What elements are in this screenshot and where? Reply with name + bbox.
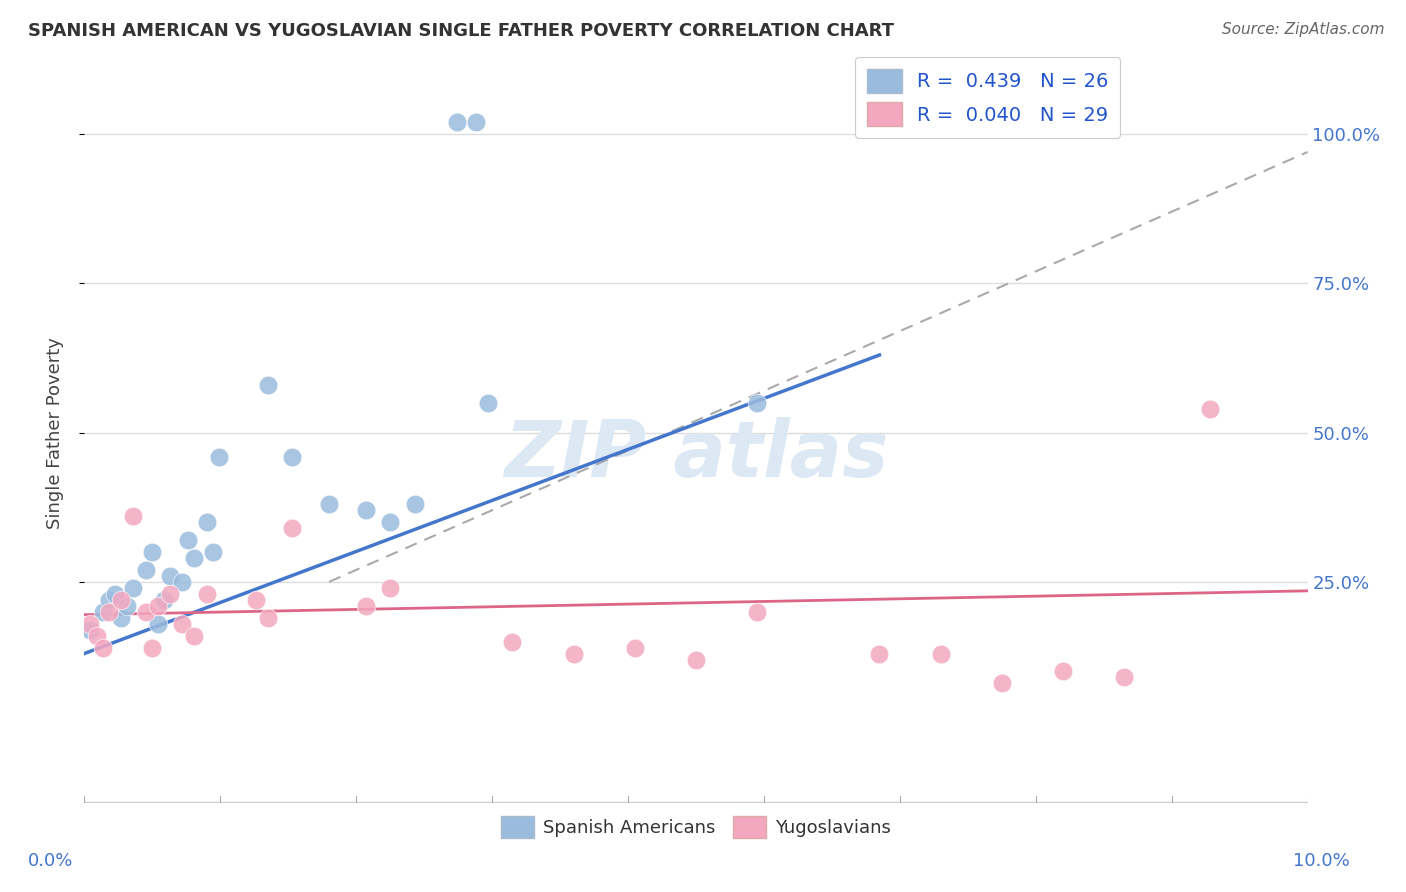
Point [502,634,524,648]
Point [464,115,486,129]
Point [354,599,377,613]
Point [195,515,218,529]
Point [281,521,304,535]
Legend: Spanish Americans, Yugoslavians: Spanish Americans, Yugoslavians [494,809,898,846]
Point [404,497,426,511]
Point [747,605,769,619]
Point [177,533,200,547]
Point [446,115,468,129]
Text: 0.0%: 0.0% [28,852,73,870]
Point [97,605,120,619]
Point [97,592,120,607]
Point [685,652,707,666]
Point [318,497,340,511]
Point [79,616,101,631]
Point [257,611,280,625]
Y-axis label: Single Father Poverty: Single Father Poverty [45,336,63,529]
Point [122,581,145,595]
Point [477,396,499,410]
Point [91,640,114,655]
Point [91,605,114,619]
Point [747,396,769,410]
Point [172,574,194,589]
Point [110,611,132,625]
Point [195,587,218,601]
Text: 10.0%: 10.0% [1294,852,1350,870]
Point [183,629,205,643]
Point [201,545,224,559]
Point [257,377,280,392]
Point [110,592,132,607]
Text: SPANISH AMERICAN VS YUGOSLAVIAN SINGLE FATHER POVERTY CORRELATION CHART: SPANISH AMERICAN VS YUGOSLAVIAN SINGLE F… [28,22,894,40]
Point [135,563,157,577]
Point [380,515,402,529]
Point [624,640,647,655]
Point [183,551,205,566]
Point [562,647,585,661]
Point [1052,665,1074,679]
Point [1114,670,1136,684]
Point [146,616,169,631]
Point [141,545,163,559]
Text: ZIP atlas: ZIP atlas [503,417,889,493]
Point [122,509,145,524]
Point [991,676,1014,690]
Point [172,616,194,631]
Point [281,450,304,464]
Point [153,592,176,607]
Point [146,599,169,613]
Point [141,640,163,655]
Point [86,629,108,643]
Text: Source: ZipAtlas.com: Source: ZipAtlas.com [1222,22,1385,37]
Point [159,569,181,583]
Point [79,623,101,637]
Point [104,587,127,601]
Point [869,647,891,661]
Point [115,599,138,613]
Point [380,581,402,595]
Point [929,647,952,661]
Point [135,605,157,619]
Point [1198,401,1220,416]
Point [159,587,181,601]
Point [354,503,377,517]
Point [208,450,231,464]
Point [245,592,267,607]
